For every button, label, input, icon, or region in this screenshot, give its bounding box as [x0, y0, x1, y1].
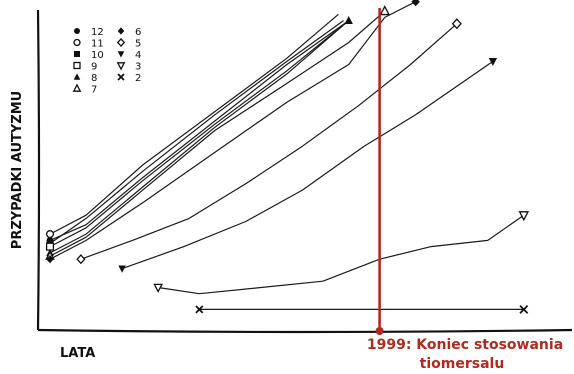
legend-marker-12 — [74, 28, 80, 34]
event-dot — [375, 327, 384, 335]
legend-item-2: 2 — [117, 73, 141, 84]
legend-marker-9 — [73, 61, 81, 70]
legend-label-2: 2 — [135, 73, 141, 84]
series-start-marker-4 — [118, 265, 126, 273]
x-axis — [37, 328, 573, 334]
series-line-8 — [49, 20, 350, 254]
series-start-marker-2 — [195, 305, 204, 314]
series-start-marker-11 — [45, 230, 55, 239]
series-end-marker-5 — [451, 18, 462, 30]
legend-label-11: 11 — [91, 39, 104, 50]
legend-item-6: 6 — [117, 27, 141, 38]
series-line-7 — [49, 10, 386, 257]
annotation-line-2: tiomersalu — [420, 356, 505, 372]
legend-label-10: 10 — [91, 50, 104, 61]
series-line-4 — [121, 60, 494, 270]
series-line-10 — [49, 20, 344, 244]
legend-marker-10 — [74, 51, 80, 57]
series-line-11 — [49, 13, 339, 235]
series-end-marker-4 — [488, 57, 498, 66]
legend-item-9: 9 — [73, 61, 97, 73]
series-line-9 — [49, 20, 350, 248]
legend-marker-7 — [72, 83, 82, 92]
legend-label-12: 12 — [91, 27, 104, 38]
legend-marker-8 — [73, 73, 81, 80]
legend-label-5: 5 — [135, 39, 141, 50]
legend-marker-3 — [116, 62, 126, 71]
series-end-marker-3 — [518, 211, 530, 222]
legend-label-7: 7 — [91, 85, 97, 96]
legend-marker-4 — [117, 51, 125, 58]
legend-label-4: 4 — [135, 50, 141, 61]
series-start-marker-5 — [76, 254, 86, 265]
series-end-marker-2 — [519, 305, 529, 314]
legend-item-12: 12 — [74, 27, 104, 38]
series-line-3 — [158, 214, 525, 295]
legend-marker-5 — [116, 37, 126, 48]
series-end-marker-7 — [379, 5, 391, 16]
legend-label-8: 8 — [91, 73, 97, 84]
axes — [36, 9, 573, 334]
series-layer — [45, 0, 530, 314]
series-start-marker-3 — [153, 283, 163, 293]
legend-item-11: 11 — [73, 38, 104, 50]
series-end-marker-6 — [411, 0, 420, 7]
series-line-12 — [49, 20, 350, 241]
series-start-marker-6 — [46, 255, 54, 264]
legend-marker-11 — [73, 38, 81, 47]
y-axis-label: PRZYPADKI AUTYZMU — [10, 91, 25, 249]
legend-item-3: 3 — [116, 62, 141, 73]
legend-label-6: 6 — [135, 27, 141, 38]
legend-item-5: 5 — [116, 37, 141, 50]
legend-item-4: 4 — [117, 50, 141, 61]
legend-item-10: 10 — [74, 50, 104, 61]
y-axis — [36, 9, 41, 331]
series-line-6 — [49, 1, 416, 260]
legend-label-3: 3 — [135, 62, 141, 73]
legend-marker-6 — [117, 27, 125, 35]
legend-item-7: 7 — [72, 83, 97, 96]
legend-marker-2 — [117, 73, 125, 81]
x-axis-label: LATA — [60, 346, 95, 361]
series-end-marker-8 — [344, 16, 353, 24]
annotation-line-1: 1999: Koniec stosowania — [367, 337, 563, 353]
legend-label-9: 9 — [91, 62, 97, 73]
series-line-5 — [80, 23, 458, 260]
legend-item-8: 8 — [73, 73, 97, 84]
